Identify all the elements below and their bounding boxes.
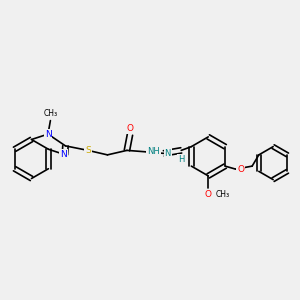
- Text: CH₃: CH₃: [216, 190, 230, 199]
- Text: O: O: [237, 165, 244, 174]
- Text: CH₃: CH₃: [43, 110, 58, 118]
- Text: N: N: [60, 150, 67, 159]
- Text: N: N: [164, 149, 171, 158]
- Text: O: O: [126, 124, 134, 133]
- Text: H: H: [178, 155, 184, 164]
- Text: N: N: [45, 130, 51, 139]
- Text: O: O: [205, 190, 212, 199]
- Text: S: S: [85, 146, 91, 155]
- Text: NH: NH: [147, 147, 160, 156]
